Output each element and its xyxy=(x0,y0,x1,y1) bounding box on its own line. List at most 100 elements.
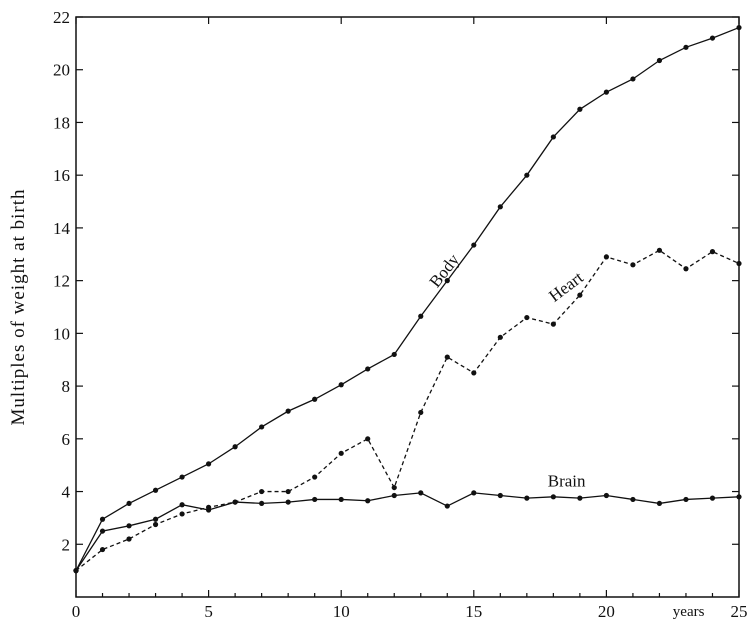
plot-frame xyxy=(75,16,740,598)
data-point-brain xyxy=(736,494,742,500)
x-tick-label: 15 xyxy=(465,602,482,621)
data-point-body xyxy=(709,35,716,41)
data-point-brain xyxy=(179,502,185,508)
data-point-brain xyxy=(550,494,556,500)
y-tick-label: 6 xyxy=(62,430,71,449)
y-tick-label: 16 xyxy=(53,166,70,185)
data-point-body xyxy=(577,106,583,112)
y-tick-label: 4 xyxy=(62,483,71,502)
x-tick-label: 0 xyxy=(72,602,81,621)
data-point-heart xyxy=(497,334,503,340)
data-point-body xyxy=(736,24,742,31)
data-point-heart xyxy=(391,484,397,491)
y-tick-label: 22 xyxy=(53,8,70,27)
data-point-body xyxy=(603,89,610,95)
series-label-brain: Brain xyxy=(548,471,586,490)
data-point-body xyxy=(285,408,291,414)
data-point-heart xyxy=(524,314,530,321)
data-point-brain xyxy=(126,523,132,529)
data-point-brain xyxy=(99,528,106,534)
data-point-heart xyxy=(656,247,663,253)
data-point-brain xyxy=(471,490,477,496)
data-point-heart xyxy=(99,546,106,553)
data-point-heart xyxy=(630,262,636,268)
data-point-brain xyxy=(365,498,371,504)
y-axis-label: Multiples of weight at birth xyxy=(8,189,29,426)
data-point-brain xyxy=(524,495,530,501)
data-point-brain xyxy=(444,503,450,509)
data-point-brain xyxy=(709,495,716,501)
series-line-heart xyxy=(75,249,740,572)
series-body: Body xyxy=(73,24,742,574)
series-line-brain xyxy=(75,492,740,571)
series-heart: Heart xyxy=(73,247,742,574)
data-point-brain xyxy=(312,496,318,503)
series-brain: Brain xyxy=(73,471,742,574)
data-point-heart xyxy=(365,436,371,442)
data-point-body xyxy=(179,474,185,480)
data-point-body xyxy=(259,424,265,430)
x-axis-label: years xyxy=(673,604,705,620)
data-point-heart xyxy=(285,488,291,495)
series-line-body xyxy=(75,26,740,571)
data-point-body xyxy=(126,500,132,507)
series-label-heart: Heart xyxy=(545,268,587,306)
data-point-brain xyxy=(497,492,503,499)
data-point-heart xyxy=(126,536,132,542)
data-point-brain xyxy=(73,568,79,574)
data-point-body xyxy=(206,461,212,467)
data-point-brain xyxy=(418,490,424,496)
data-point-brain xyxy=(338,496,344,503)
data-point-brain xyxy=(259,500,265,507)
data-point-body xyxy=(471,242,477,248)
data-point-body xyxy=(550,134,556,140)
data-point-heart xyxy=(338,450,344,456)
data-point-body xyxy=(391,351,397,358)
data-point-body xyxy=(630,76,636,82)
data-point-brain xyxy=(603,492,610,499)
data-point-brain xyxy=(152,516,159,522)
y-tick-label: 18 xyxy=(53,113,70,132)
axes: 2 4 6 8 10 12 14 16 18 20 22 0 5 10 15 20 25 years xyxy=(53,8,748,621)
data-point-heart xyxy=(179,511,185,517)
series-label-body: Body xyxy=(425,250,463,291)
x-tick-label: 10 xyxy=(333,602,350,621)
data-point-body xyxy=(312,396,318,402)
y-tick-label: 14 xyxy=(53,219,71,238)
y-tick-label: 20 xyxy=(53,61,70,80)
series-layer: Body Heart Brain xyxy=(73,24,742,574)
data-point-brain xyxy=(656,500,663,507)
data-point-heart xyxy=(259,488,265,495)
data-point-heart xyxy=(550,321,556,327)
data-point-brain xyxy=(630,496,636,503)
x-tick-label: 5 xyxy=(204,602,213,621)
data-point-heart xyxy=(471,370,477,376)
data-point-brain xyxy=(683,496,689,503)
data-point-body xyxy=(656,57,663,64)
data-point-body xyxy=(444,278,450,284)
data-point-body xyxy=(232,444,238,450)
x-tick-label: 20 xyxy=(598,602,615,621)
data-point-brain xyxy=(232,499,238,505)
labels-layer: Multiples of weight at birth xyxy=(8,189,29,426)
data-point-body xyxy=(418,313,424,319)
data-point-brain xyxy=(285,499,291,505)
data-point-heart xyxy=(603,254,610,260)
data-point-body xyxy=(524,172,530,178)
y-tick-label: 2 xyxy=(62,535,71,554)
data-point-brain xyxy=(206,507,212,513)
data-point-brain xyxy=(577,495,583,501)
data-point-body xyxy=(683,44,689,50)
data-point-body xyxy=(365,366,371,372)
x-tick-label: 25 xyxy=(731,602,748,621)
data-point-heart xyxy=(444,354,450,360)
data-point-heart xyxy=(577,292,583,298)
data-point-body xyxy=(152,487,159,493)
y-tick-label: 12 xyxy=(53,272,70,291)
data-point-heart xyxy=(312,474,318,480)
y-tick-label: 8 xyxy=(62,377,71,396)
data-point-body xyxy=(338,382,344,388)
data-point-heart xyxy=(152,521,159,528)
data-point-heart xyxy=(418,409,424,416)
